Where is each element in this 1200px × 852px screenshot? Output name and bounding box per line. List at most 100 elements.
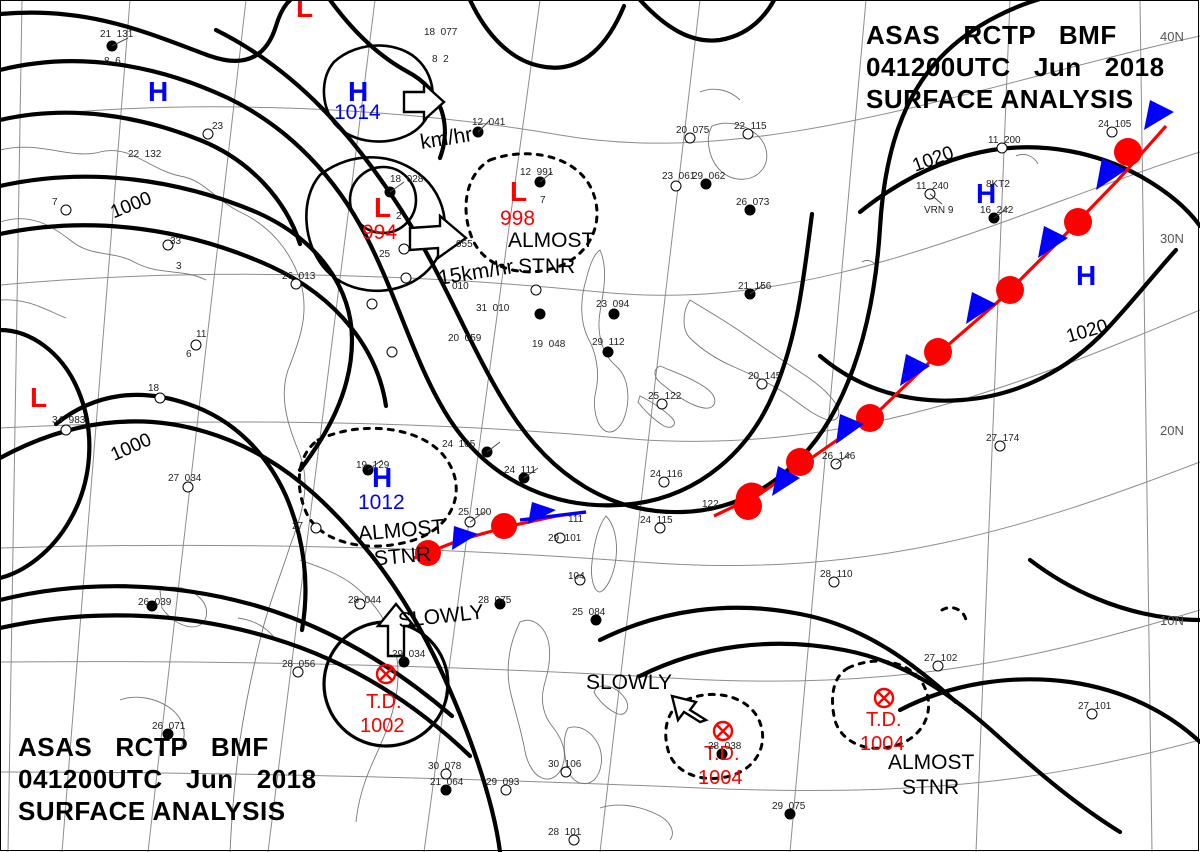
pressure-center-low-top: L <box>296 0 314 23</box>
station-plot: 19 048 <box>532 339 566 350</box>
station-plot: 24 105 <box>1098 119 1132 130</box>
station-plot: 28 056 <box>282 659 316 670</box>
station-plot: 22 132 <box>128 149 162 160</box>
station-plot: 7 <box>52 197 58 208</box>
pressure-value-998: 998 <box>500 207 536 230</box>
td-symbol-1004-left <box>712 720 734 742</box>
stationary-front-central <box>413 502 587 566</box>
pressure-value-994: 994 <box>362 221 398 244</box>
station-plot: 21 131 <box>100 29 134 40</box>
station-plot: 24 105 <box>442 439 476 450</box>
station-plot: 24 116 <box>650 469 683 480</box>
td-value-1004-right: 1004 <box>860 733 905 755</box>
station-plot: 955 <box>456 239 473 250</box>
station-plot: 25 100 <box>458 507 492 518</box>
td-symbol-1004-right <box>873 687 895 709</box>
latitude-label-40n: 40N <box>1160 29 1184 44</box>
station-plot: 22 115 <box>734 121 767 132</box>
station-plot: 20 145 <box>748 371 782 382</box>
station-plot: 26 039 <box>138 597 172 608</box>
station-plot: 30 078 <box>428 761 462 772</box>
footer-line-3: SURFACE ANALYSIS <box>18 796 286 826</box>
pressure-center-high-1014: H <box>348 76 369 107</box>
station-plot: 28 075 <box>478 595 512 606</box>
motion-label-stnr-998: STNR <box>518 255 576 278</box>
station-plot: 29 112 <box>592 337 625 348</box>
station-plot: 11 200 <box>988 135 1021 146</box>
td-label-1004-left: T.D. <box>704 743 740 765</box>
station-plot: 27 034 <box>168 473 202 484</box>
station-plot: 28 038 <box>708 741 742 752</box>
pressure-center-high-se: H <box>1076 260 1097 291</box>
station-plot: 11 240 <box>916 181 949 192</box>
coastlines <box>0 88 1039 852</box>
station-plot: 6 <box>186 349 192 360</box>
station-plot: 25 122 <box>648 391 682 402</box>
stationary-front-northeast <box>713 100 1174 520</box>
station-plot: 11 <box>196 329 207 340</box>
pressure-center-low-left: L <box>30 382 48 413</box>
station-plot: 18 <box>148 383 160 394</box>
header-line-2: 041200UTC Jun 2018 <box>866 52 1165 82</box>
station-plot: 23 <box>212 121 224 132</box>
station-plot: 34 983 <box>52 415 86 426</box>
station-plot: 21 156 <box>738 281 772 292</box>
station-plot: 27 102 <box>924 653 958 664</box>
latitude-label-20n: 20N <box>1160 423 1184 438</box>
station-plot: 122 <box>702 499 719 510</box>
station-plot: 24 115 <box>640 515 673 526</box>
station-plot: 29 101 <box>548 533 582 544</box>
station-plot: 31 010 <box>476 303 510 314</box>
station-plot: VRN 9 <box>924 205 954 216</box>
station-plot: 26 146 <box>822 451 856 462</box>
station-plot: 33 <box>170 236 182 247</box>
pressure-center-high-1: H <box>148 76 169 107</box>
station-plot: 27 101 <box>1078 701 1112 712</box>
station-plot: 104 <box>568 571 585 582</box>
td-symbol-1002 <box>375 663 397 685</box>
station-plot: 25 <box>379 249 391 260</box>
station-symbols <box>60 37 1118 846</box>
station-plot: 30 106 <box>548 759 582 770</box>
station-plot: 26 013 <box>282 271 316 282</box>
footer-line-1: ASAS RCTP BMF <box>18 732 269 762</box>
station-plot: 010 <box>452 281 469 292</box>
station-plot: 21 064 <box>430 777 464 788</box>
pressure-center-high-ne: H <box>976 178 997 209</box>
station-plot: 8KT2 <box>986 179 1010 190</box>
td-value-1004-left: 1004 <box>698 767 743 789</box>
station-plot: 25 084 <box>572 607 606 618</box>
station-plot: 28 110 <box>820 569 853 580</box>
motion-label-stnr-1012: STNR <box>373 542 433 571</box>
motion-label-almost-998: ALMOST <box>508 229 595 252</box>
motion-label-stnr-1004r: STNR <box>902 776 960 799</box>
pressure-value-1014: 1014 <box>334 101 381 124</box>
station-plot: 12 991 <box>520 167 554 178</box>
header-line-3: SURFACE ANALYSIS <box>866 84 1134 114</box>
station-plot: 28 101 <box>548 827 582 838</box>
station-plot: 29 093 <box>486 777 520 788</box>
station-plot: 3 <box>176 261 182 272</box>
pressure-center-high-1012: H <box>372 462 393 493</box>
station-plot: 24 111 <box>504 465 536 476</box>
header-line-1: ASAS RCTP BMF <box>866 20 1117 50</box>
station-plot: 7 <box>540 195 546 206</box>
station-plot: 26 073 <box>736 197 770 208</box>
station-plot: 16 242 <box>980 205 1014 216</box>
dashed-contours <box>297 152 968 780</box>
pressure-center-low-998: L <box>510 176 528 207</box>
station-plot: 19 129 <box>356 460 390 471</box>
station-plot: 20 059 <box>448 333 482 344</box>
pressure-value-1012: 1012 <box>358 491 405 514</box>
td-label-1002: T.D. <box>366 691 402 713</box>
station-plot: 27 174 <box>986 433 1020 444</box>
station-plot: 8 6 <box>104 56 121 67</box>
station-plot: 12 041 <box>472 117 506 128</box>
footer-line-2: 041200UTC Jun 2018 <box>18 764 317 794</box>
station-plot: 28 044 <box>348 595 382 606</box>
td-label-1004-right: T.D. <box>866 709 902 731</box>
station-plot: 27 <box>292 521 304 532</box>
station-plot: 18 077 <box>424 27 458 38</box>
station-plot: 2 <box>396 211 402 222</box>
station-plot: 29 062 <box>692 171 726 182</box>
